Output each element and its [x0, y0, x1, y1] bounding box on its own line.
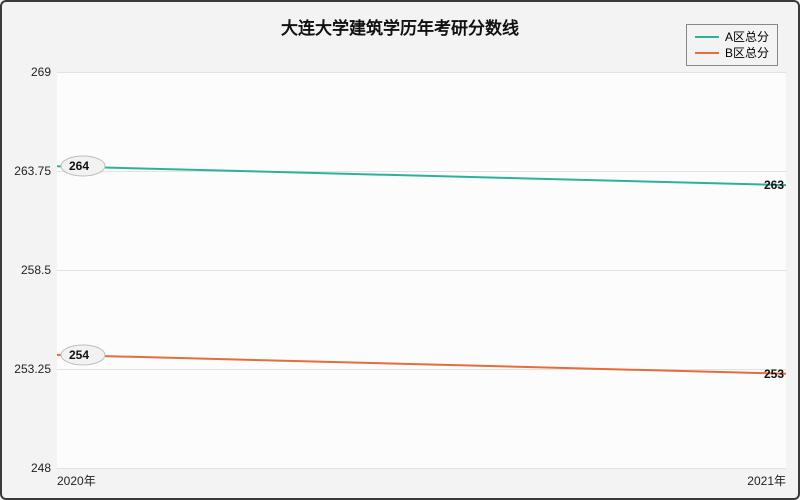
y-tick-label: 258.5: [21, 263, 57, 277]
y-tick-label: 263.75: [14, 164, 57, 178]
chart-container: 大连大学建筑学历年考研分数线 A区总分 B区总分 248 253.25 258.5 2…: [0, 0, 800, 500]
series-line: [57, 166, 786, 185]
y-tick-label: 269: [31, 65, 57, 79]
plot-area: 248253.25258.5263.752692020年2021年2642632…: [57, 72, 786, 468]
legend-item-b: B区总分: [695, 45, 769, 61]
line-layer: [57, 72, 786, 468]
legend-swatch-a: [695, 36, 719, 38]
legend-label-b: B区总分: [725, 45, 769, 61]
value-label: 254: [69, 348, 89, 362]
value-label: 253: [764, 367, 784, 381]
legend-label-a: A区总分: [725, 29, 769, 45]
value-label: 263: [764, 178, 784, 192]
x-tick-label: 2020年: [57, 468, 96, 489]
value-label: 264: [69, 159, 89, 173]
legend-item-a: A区总分: [695, 29, 769, 45]
gridline: [57, 468, 786, 469]
chart-title: 大连大学建筑学历年考研分数线: [2, 14, 798, 39]
series-line: [57, 355, 786, 374]
legend-swatch-b: [695, 52, 719, 54]
x-tick-label: 2021年: [747, 468, 786, 489]
y-tick-label: 253.25: [14, 362, 57, 376]
y-tick-label: 248: [31, 461, 57, 475]
legend: A区总分 B区总分: [686, 24, 778, 66]
